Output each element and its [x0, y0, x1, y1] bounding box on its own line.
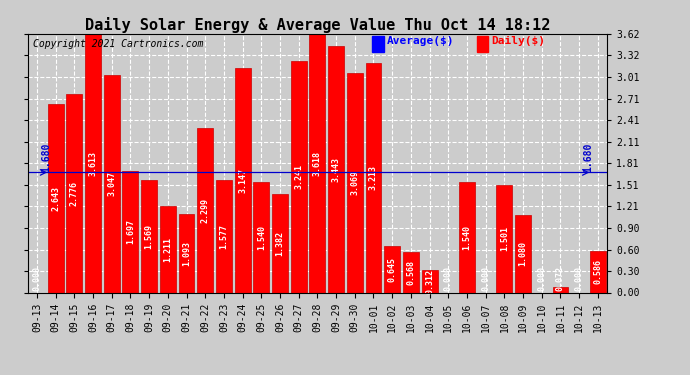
- Text: 0.000: 0.000: [481, 266, 490, 291]
- Bar: [290, 61, 306, 292]
- Bar: [272, 194, 288, 292]
- Text: 3.618: 3.618: [313, 151, 322, 176]
- Text: 1.211: 1.211: [164, 237, 172, 262]
- Bar: [477, 36, 489, 52]
- Bar: [373, 36, 384, 52]
- Bar: [384, 246, 400, 292]
- Bar: [85, 34, 101, 292]
- Bar: [235, 68, 250, 292]
- Bar: [179, 214, 195, 292]
- Bar: [553, 287, 569, 292]
- Text: 3.443: 3.443: [332, 157, 341, 182]
- Bar: [459, 182, 475, 292]
- Text: 1.382: 1.382: [275, 231, 284, 256]
- Bar: [216, 180, 232, 292]
- Text: Average($): Average($): [387, 36, 455, 46]
- Bar: [104, 75, 119, 292]
- Text: 3.147: 3.147: [238, 168, 247, 192]
- Bar: [160, 206, 176, 292]
- Text: 1.501: 1.501: [500, 226, 509, 251]
- Text: 1.680: 1.680: [584, 143, 593, 172]
- Text: 0.072: 0.072: [556, 266, 565, 291]
- Bar: [347, 73, 363, 292]
- Text: 3.047: 3.047: [107, 171, 116, 196]
- Bar: [309, 34, 326, 292]
- Text: 0.000: 0.000: [32, 266, 41, 291]
- Text: Copyright 2021 Cartronics.com: Copyright 2021 Cartronics.com: [33, 39, 204, 49]
- Bar: [328, 46, 344, 292]
- Bar: [66, 94, 82, 292]
- Bar: [366, 63, 382, 292]
- Text: 2.299: 2.299: [201, 198, 210, 223]
- Text: 1.080: 1.080: [519, 242, 528, 266]
- Text: 1.569: 1.569: [145, 224, 154, 249]
- Text: 3.213: 3.213: [369, 165, 378, 190]
- Text: 0.568: 0.568: [406, 260, 415, 285]
- Title: Daily Solar Energy & Average Value Thu Oct 14 18:12: Daily Solar Energy & Average Value Thu O…: [85, 16, 550, 33]
- Text: 3.241: 3.241: [294, 164, 303, 189]
- Bar: [197, 128, 213, 292]
- Bar: [422, 270, 437, 292]
- Bar: [141, 180, 157, 292]
- Bar: [403, 252, 419, 292]
- Text: 1.540: 1.540: [462, 225, 471, 250]
- Text: 1.697: 1.697: [126, 219, 135, 245]
- Bar: [496, 185, 512, 292]
- Bar: [253, 182, 269, 292]
- Text: 0.000: 0.000: [444, 266, 453, 291]
- Text: 0.645: 0.645: [388, 257, 397, 282]
- Text: Daily($): Daily($): [491, 36, 545, 46]
- Text: 0.000: 0.000: [538, 266, 546, 291]
- Text: 0.312: 0.312: [425, 269, 434, 294]
- Text: 1.540: 1.540: [257, 225, 266, 250]
- Text: 3.613: 3.613: [88, 151, 97, 176]
- Text: 2.643: 2.643: [51, 186, 60, 210]
- Text: 3.069: 3.069: [351, 170, 359, 195]
- Text: 1.680: 1.680: [41, 143, 51, 172]
- Bar: [123, 171, 139, 292]
- Bar: [48, 104, 63, 292]
- Text: 0.000: 0.000: [575, 266, 584, 291]
- Bar: [515, 215, 531, 292]
- Text: 2.776: 2.776: [70, 181, 79, 206]
- Text: 0.586: 0.586: [593, 259, 602, 284]
- Text: 1.093: 1.093: [182, 241, 191, 266]
- Bar: [590, 251, 606, 292]
- Text: 1.577: 1.577: [219, 224, 228, 249]
